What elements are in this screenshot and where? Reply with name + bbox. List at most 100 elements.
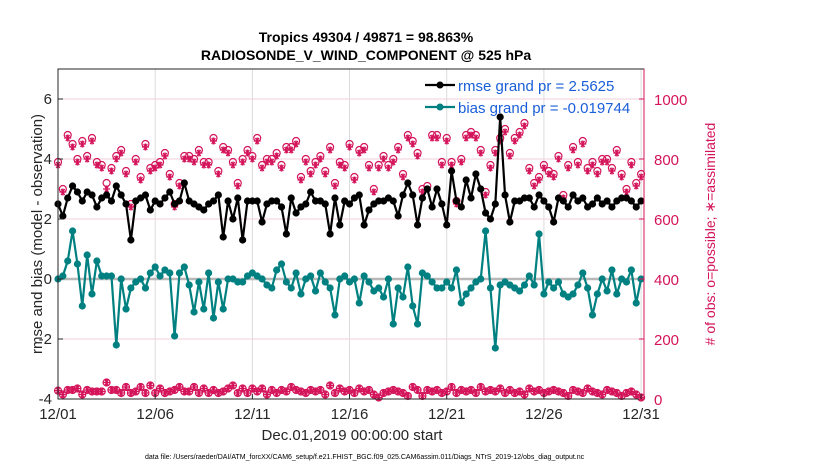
- obs-assimilated-marker: [64, 134, 72, 142]
- rmse-point: [457, 203, 465, 211]
- obs-assimilated-marker: [462, 134, 470, 142]
- bias-point: [530, 281, 538, 289]
- chart-title-line2: RADIOSONDE_V_WIND_COMPONENT @ 525 hPa: [201, 47, 531, 63]
- obs-assimilated-marker: [302, 158, 310, 166]
- x-tick-label: 12/11: [234, 406, 270, 423]
- obs-assimilated-marker: [273, 152, 281, 160]
- obs-assimilated-marker: [346, 143, 354, 151]
- bias-point: [554, 278, 563, 286]
- rmse-point: [112, 182, 120, 190]
- rmse-point: [156, 200, 164, 208]
- obs-assimilated-marker-lower: [326, 382, 334, 389]
- obs-assimilated-marker: [584, 167, 592, 175]
- bias-point: [93, 257, 101, 265]
- bias-point: [166, 269, 174, 277]
- obs-assimilated-marker: [341, 164, 349, 172]
- rmse-point: [462, 176, 470, 184]
- obs-assimilated-marker: [175, 182, 183, 190]
- obs-assimilated-marker: [477, 149, 485, 157]
- obs-assimilated-marker: [88, 137, 96, 145]
- rmse-point: [253, 197, 261, 205]
- x-tick-label: 12/16: [331, 406, 369, 423]
- rmse-point: [389, 197, 397, 205]
- obs-assimilated-marker: [83, 155, 91, 163]
- obs-assimilated-marker-lower: [146, 382, 154, 389]
- bias-point: [535, 230, 543, 238]
- bias-point: [219, 305, 227, 313]
- obs-assimilated-marker-lower: [73, 385, 81, 392]
- obs-assimilated-marker: [511, 137, 519, 145]
- rmse-point: [141, 191, 150, 199]
- obs-assimilated-marker: [448, 161, 456, 169]
- obs-assimilated-marker: [623, 188, 631, 196]
- obs-assimilated-marker-lower: [195, 389, 203, 397]
- rmse-point: [239, 236, 247, 244]
- obs-possible-marker: [102, 178, 111, 188]
- bias-point: [141, 284, 150, 292]
- obs-assimilated-marker-lower: [579, 389, 587, 397]
- obs-assimilated-marker: [516, 131, 524, 139]
- obs-assimilated-marker: [137, 176, 145, 184]
- rmse-point: [433, 185, 441, 193]
- bias-point: [195, 278, 203, 286]
- bias-point: [146, 269, 154, 277]
- bias-point: [428, 278, 436, 286]
- bias-point: [375, 284, 383, 292]
- bias-point: [64, 257, 72, 265]
- legend-rmse-label: rmse grand pr = 2.5625: [458, 78, 614, 95]
- obs-assimilated-marker-lower: [331, 389, 339, 397]
- bias-point: [438, 284, 446, 292]
- x-tick-label: 12/06: [136, 406, 174, 423]
- rmse-point: [355, 191, 363, 199]
- bias-point: [185, 281, 193, 289]
- obs-assimilated-marker: [112, 155, 120, 163]
- obs-assimilated-marker-lower: [365, 386, 373, 394]
- bias-point: [122, 305, 130, 313]
- bias-point: [180, 263, 188, 271]
- y-axis-label: rmse and bias (model - observation): [29, 114, 46, 354]
- y-tick-label: -2: [39, 331, 52, 348]
- x-tick-label: 12/01: [39, 406, 77, 423]
- bias-point: [467, 284, 475, 292]
- obs-assimilated-marker: [287, 146, 295, 154]
- rmse-point: [477, 185, 485, 193]
- bias-point: [258, 275, 266, 283]
- obs-assimilated-marker: [297, 176, 305, 184]
- bias-point: [404, 263, 412, 271]
- rmse-point: [282, 230, 290, 238]
- rmse-point: [413, 221, 422, 229]
- bias-point: [239, 278, 247, 286]
- obs-assimilated-marker-lower: [263, 391, 271, 398]
- obs-assimilated-marker: [268, 158, 276, 166]
- obs-assimilated-marker: [409, 140, 417, 148]
- rmse-point: [180, 179, 188, 187]
- obs-assimilated-marker: [107, 167, 115, 175]
- obs-assimilated-marker: [380, 155, 388, 163]
- bias-point: [569, 290, 577, 298]
- obs-assimilated-marker: [540, 164, 548, 172]
- bias-point: [399, 293, 407, 301]
- legend-bias-label: bias grand pr = -0.019744: [458, 100, 630, 117]
- rmse-point: [331, 194, 339, 202]
- obs-assimilated-marker-lower: [156, 385, 164, 392]
- bias-point: [287, 284, 295, 292]
- obs-assimilated-marker: [219, 146, 227, 154]
- bias-point: [598, 275, 606, 283]
- bias-point: [311, 287, 320, 295]
- obs-assimilated-marker-lower: [258, 385, 266, 392]
- rmse-point: [78, 197, 86, 205]
- rmse-point: [200, 206, 208, 214]
- rmse-point: [219, 233, 227, 241]
- obs-assimilated-marker: [574, 161, 582, 169]
- obs-assimilated-marker: [491, 149, 499, 157]
- rmse-point: [93, 203, 101, 211]
- obs-assimilated-marker-lower: [564, 392, 572, 400]
- bias-point: [593, 290, 601, 298]
- obs-assimilated-marker: [316, 155, 324, 163]
- bias-point: [282, 278, 290, 286]
- rmse-point: [472, 170, 480, 178]
- obs-assimilated-marker-lower: [448, 383, 456, 391]
- bias-point: [477, 275, 485, 283]
- obs-assimilated-marker: [593, 170, 601, 178]
